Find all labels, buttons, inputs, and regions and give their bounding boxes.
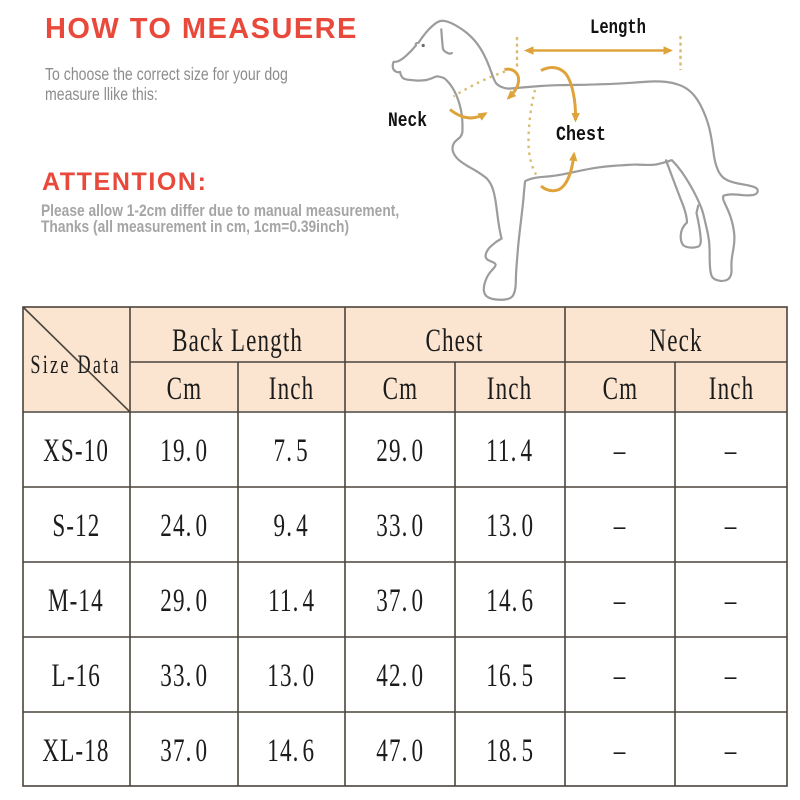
svg-text:Length: Length (590, 17, 646, 40)
svg-text:Chest: Chest (556, 124, 606, 147)
svg-text:Neck: Neck (388, 110, 427, 133)
